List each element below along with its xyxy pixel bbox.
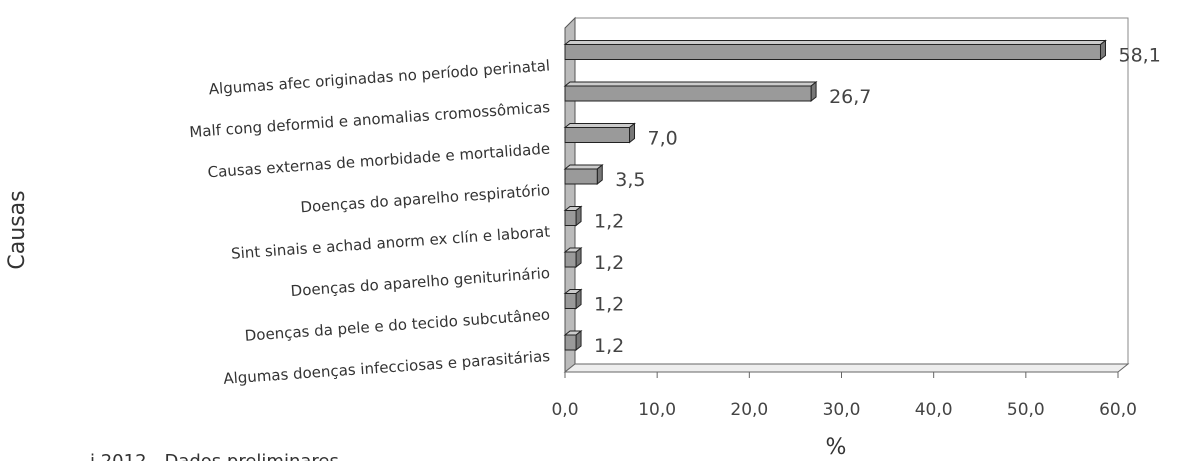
bar-top [563,81,818,87]
value-label: 3,5 [615,169,645,191]
bar-front [564,293,577,309]
x-tick-label: 20,0 [730,400,768,420]
y-tick-label: Doenças da pele e do tecido subcutâneo [244,306,550,345]
bar [563,80,818,103]
back-wall [574,17,1129,365]
x-axis-title: % [826,435,847,460]
bar [563,288,583,310]
bar [563,163,604,186]
bar [563,122,636,144]
x-tick-label: 40,0 [915,400,953,420]
value-label: 1,2 [594,211,624,233]
x-tick-label: 30,0 [823,400,861,420]
bar [563,39,1107,61]
bar-top [563,164,604,170]
value-label: 1,2 [594,335,624,357]
bar-end [575,246,582,269]
bar-end [575,288,582,310]
y-tick-label: Malf cong deformid e anomalias cromossôm… [189,98,551,141]
bar-end [810,80,817,103]
bar-front [564,210,577,226]
value-label: 58,1 [1118,45,1160,67]
y-tick-label: Sint sinais e achad anorm ex clín e labo… [230,223,550,263]
bar-end [596,163,603,186]
bar-top [563,123,636,128]
bar [563,246,583,269]
source-note: i 2012 - Dados preliminares [90,451,339,461]
floor [563,363,1130,373]
x-tick-label: 50,0 [1007,400,1045,420]
x-tick-label: 60,0 [1099,400,1137,420]
y-tick-label: Algumas afec originadas no período perin… [208,57,550,99]
bar-end [1099,39,1106,61]
bar-top [563,40,1107,45]
side-wall [564,16,576,374]
value-label: 1,2 [594,294,624,316]
bar [563,329,583,352]
bar-end [575,205,582,227]
value-label: 7,0 [648,128,678,150]
bar-front [564,168,598,185]
bar [563,205,583,227]
bar-end [575,329,582,352]
bar-front [564,334,577,351]
y-tick-label: Algumas doenças infecciosas e parasitári… [223,347,551,388]
y-tick-label: Doenças do aparelho respiratório [300,181,551,216]
value-label: 26,7 [829,86,871,108]
bar-front [564,127,631,143]
y-tick-label: Causas externas de morbidade e mortalida… [207,140,551,182]
x-tick-label: 0,0 [551,400,578,420]
bar-front [564,85,812,102]
bar-front [564,251,577,268]
y-axis-title: Causas [5,190,30,269]
bar-end [629,122,636,144]
y-tick-label: Doenças do aparelho geniturinário [290,264,551,300]
x-tick-label: 10,0 [638,400,676,420]
value-label: 1,2 [594,252,624,274]
bar-front [564,44,1101,60]
